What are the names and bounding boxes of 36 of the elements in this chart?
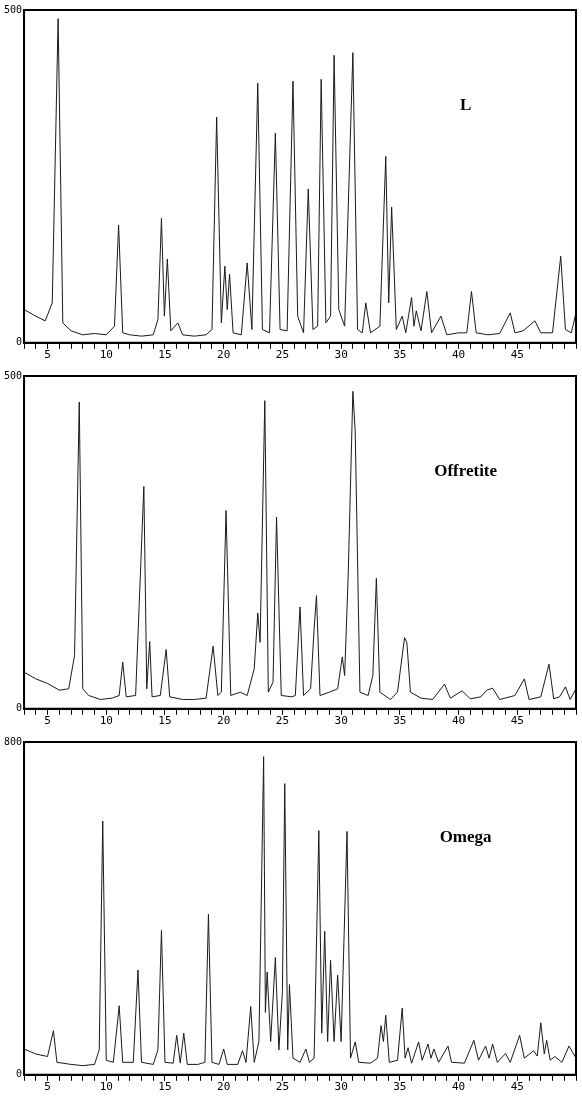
x-tick-label: 40: [451, 714, 466, 728]
x-tick-label: 35: [393, 714, 407, 728]
x-tick-label: 20: [217, 714, 231, 728]
text: Omega: [439, 826, 493, 846]
x-tick-label: 25: [275, 1080, 290, 1094]
x-tick-label: 30: [334, 714, 348, 728]
x-tick-label: 5: [44, 1080, 51, 1094]
x-tick-label: 5: [44, 348, 51, 362]
y-tick-label: 800: [4, 735, 23, 747]
y-tick-label: 0: [16, 336, 23, 348]
x-tick-label: 30: [334, 1080, 348, 1094]
x-tick-label: 35: [393, 1080, 407, 1094]
text: Offretite: [434, 460, 498, 480]
x-tick-label: 5: [44, 714, 51, 728]
x-tick-label: 45: [510, 348, 524, 362]
x-tick-label: 25: [275, 714, 290, 728]
x-tick-label: 20: [217, 348, 231, 362]
x-tick-label: 15: [158, 348, 172, 362]
y-tick-label: 0: [16, 1068, 23, 1080]
x-tick-label: 10: [99, 348, 113, 362]
text: L: [459, 94, 472, 114]
x-tick-label: 25: [275, 348, 290, 362]
x-tick-label: 40: [451, 348, 466, 362]
x-tick-label: 35: [393, 348, 407, 362]
x-tick-label: 45: [510, 714, 524, 728]
x-tick-label: 15: [158, 1080, 172, 1094]
y-tick-label: 0: [16, 702, 23, 714]
x-tick-label: 40: [451, 1080, 466, 1094]
x-tick-label: 20: [217, 1080, 231, 1094]
x-tick-label: 15: [158, 714, 172, 728]
y-tick-label: 500: [4, 3, 23, 15]
x-tick-label: 10: [99, 1080, 113, 1094]
y-tick-label: 500: [4, 369, 23, 381]
x-tick-label: 30: [334, 348, 348, 362]
x-tick-label: 10: [99, 714, 113, 728]
x-tick-label: 45: [510, 1080, 524, 1094]
